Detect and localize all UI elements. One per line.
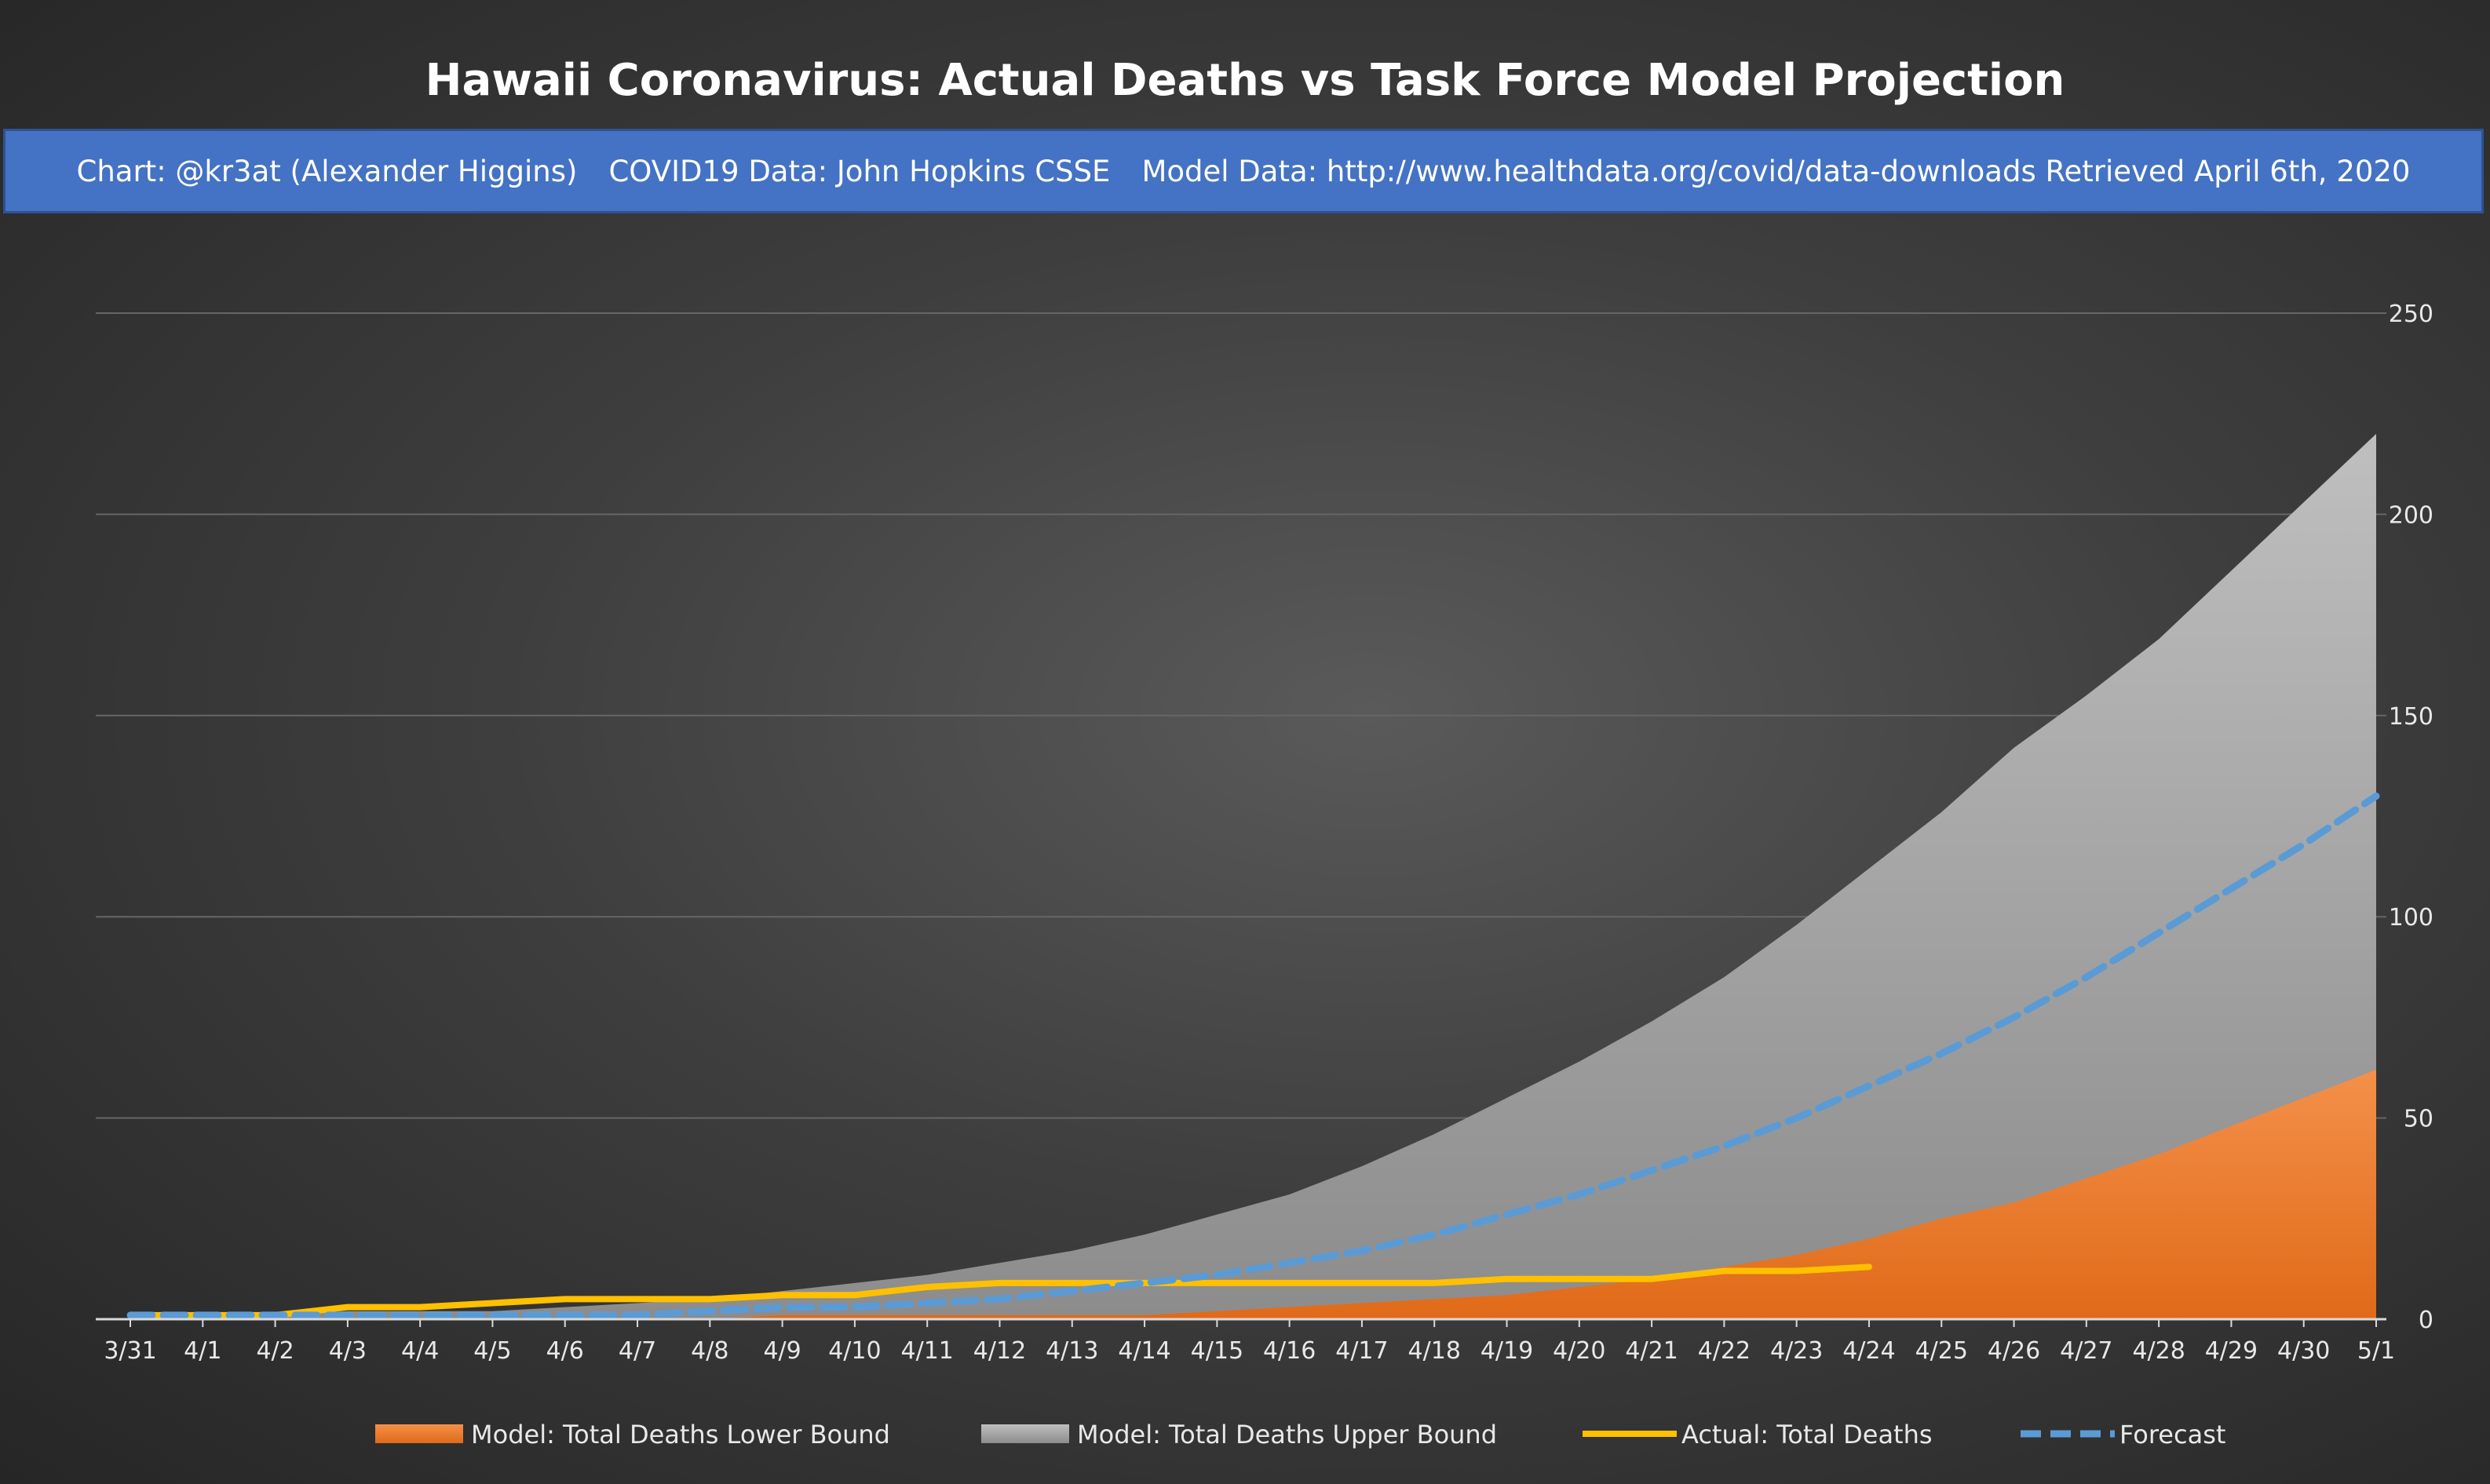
credit-chart-author: Chart: @kr3at (Alexander Higgins) (76, 154, 578, 188)
x-tick-label-4/8: 4/8 (691, 1337, 728, 1365)
x-tick-label-4/24: 4/24 (1842, 1337, 1895, 1365)
credits-banner: Chart: @kr3at (Alexander Higgins) COVID1… (3, 129, 2484, 213)
x-tick-label-4/14: 4/14 (1118, 1337, 1170, 1365)
area-series (130, 433, 2376, 1319)
x-tick-label-4/30: 4/30 (2277, 1337, 2330, 1365)
legend-upper-bound-swatch (981, 1424, 1069, 1443)
x-tick-label-4/6: 4/6 (546, 1337, 584, 1365)
x-tick-label-4/11: 4/11 (901, 1337, 954, 1365)
legend-forecast-label: Forecast (2119, 1420, 2225, 1449)
x-tick-label-4/12: 4/12 (973, 1337, 1026, 1365)
x-tick-label-3/31: 3/31 (104, 1337, 156, 1365)
y-tick-label-100: 100 (2389, 904, 2433, 932)
y-tick-label-50: 50 (2404, 1106, 2433, 1133)
x-tick-label-4/19: 4/19 (1480, 1337, 1533, 1365)
x-tick-label-4/15: 4/15 (1191, 1337, 1243, 1365)
x-tick-label-4/7: 4/7 (619, 1337, 656, 1365)
x-tick-label-4/10: 4/10 (828, 1337, 881, 1365)
x-tick-label-4/29: 4/29 (2205, 1337, 2258, 1365)
series-actual-deaths-line (127, 1263, 1872, 1318)
legend-actual-deaths-label: Actual: Total Deaths (1681, 1420, 1933, 1449)
x-tick-label-4/28: 4/28 (2132, 1337, 2185, 1365)
chart-title: Hawaii Coronavirus: Actual Deaths vs Tas… (425, 55, 2065, 106)
x-tick-label-4/22: 4/22 (1698, 1337, 1751, 1365)
x-tick-label-4/25: 4/25 (1915, 1337, 1968, 1365)
series-upper-bound-area (130, 433, 2376, 1319)
y-tick-label-250: 250 (2389, 301, 2433, 328)
y-tick-label-0: 0 (2419, 1307, 2433, 1334)
legend-lower-bound-swatch (375, 1424, 463, 1443)
x-tick-label-4/3: 4/3 (329, 1337, 367, 1365)
x-tick-label-4/4: 4/4 (401, 1337, 439, 1365)
credit-model-data: Model Data: http://www.healthdata.org/co… (1141, 154, 2411, 188)
series-forecast-line (126, 792, 2380, 1319)
x-tick-label-5/1: 5/1 (2357, 1337, 2395, 1365)
credit-covid-data: COVID19 Data: John Hopkins CSSE (608, 154, 1111, 188)
axes: 0 50 100 150 200 250 3/31 4/1 4/2 4/3 4/4 4/5 4/6 4/7… (96, 301, 2433, 1365)
series-lower-bound-area (130, 1070, 2376, 1319)
y-tick-label-150: 150 (2389, 703, 2433, 731)
x-tick-label-4/1: 4/1 (184, 1337, 221, 1365)
y-tick-label-200: 200 (2389, 501, 2433, 529)
x-tick-label-4/23: 4/23 (1770, 1337, 1823, 1365)
x-tick-label-4/17: 4/17 (1335, 1337, 1388, 1365)
x-tick-label-4/13: 4/13 (1046, 1337, 1098, 1365)
x-tick-label-4/2: 4/2 (256, 1337, 294, 1365)
x-tick-label-4/21: 4/21 (1625, 1337, 1678, 1365)
x-tick-label-4/27: 4/27 (2060, 1337, 2112, 1365)
x-tick-label-4/20: 4/20 (1553, 1337, 1605, 1365)
legend-upper-bound-label: Model: Total Deaths Upper Bound (1077, 1420, 1497, 1449)
x-tick-label-4/26: 4/26 (1988, 1337, 2040, 1365)
legend: Model: Total Deaths Lower Bound Model: To… (375, 1420, 2225, 1449)
x-tick-label-4/5: 4/5 (473, 1337, 511, 1365)
x-tick-label-4/16: 4/16 (1263, 1337, 1316, 1365)
x-tick-label-4/18: 4/18 (1408, 1337, 1461, 1365)
x-tick-label-4/9: 4/9 (763, 1337, 801, 1365)
legend-lower-bound-label: Model: Total Deaths Lower Bound (471, 1420, 890, 1449)
line-series (126, 792, 2380, 1319)
